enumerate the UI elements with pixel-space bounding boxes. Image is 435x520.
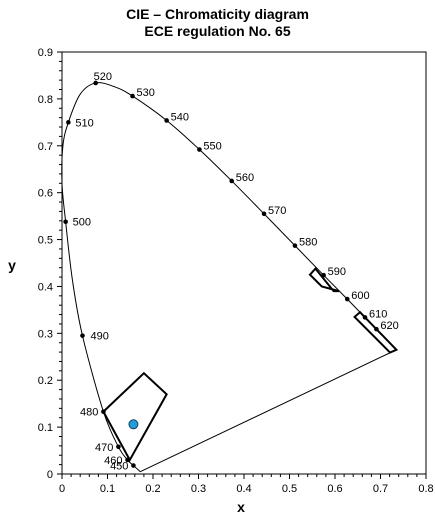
wavelength-point — [101, 409, 106, 414]
wavelength-label: 540 — [171, 111, 189, 123]
y-tick-label: 0.2 — [38, 375, 53, 387]
wavelength-point — [374, 326, 379, 332]
wavelength-label: 550 — [203, 141, 221, 153]
wavelength-label: 600 — [351, 290, 369, 302]
x-tick-label: 0.3 — [191, 483, 206, 495]
wavelength-label: 610 — [369, 308, 387, 320]
wavelength-label: 510 — [75, 117, 93, 129]
y-tick-label: 0.9 — [38, 47, 53, 59]
x-tick-label: 0.1 — [100, 483, 115, 495]
wavelength-point — [362, 315, 368, 320]
wavelength-label: 530 — [137, 87, 155, 99]
wavelength-label: 570 — [268, 205, 286, 217]
wavelength-point — [261, 211, 267, 217]
wavelength-label: 500 — [73, 217, 91, 229]
wavelength-point — [292, 243, 298, 248]
y-tick-label: 0.1 — [38, 422, 53, 434]
x-tick-label: 0.8 — [418, 483, 433, 495]
wavelength-point — [131, 463, 136, 468]
sample-point — [128, 419, 139, 430]
x-axis-label: x — [237, 499, 245, 515]
wavelength-point — [164, 118, 169, 123]
wavelength-label: 460 — [104, 455, 122, 467]
y-tick-label: 0 — [47, 469, 53, 481]
wavelength-label: 490 — [90, 331, 108, 343]
y-tick-label: 0.3 — [38, 328, 53, 340]
x-tick-label: 0.4 — [236, 483, 251, 495]
wavelength-point — [197, 147, 202, 152]
wavelength-label: 580 — [299, 237, 317, 249]
chart-title: CIE – Chromaticity diagram — [126, 6, 309, 22]
wavelength-point — [93, 80, 98, 86]
wavelength-label: 590 — [328, 266, 346, 278]
wavelength-label: 620 — [380, 320, 398, 332]
amber-region-outline — [308, 267, 340, 293]
x-tick-label: 0 — [59, 483, 65, 495]
x-tick-label: 0.7 — [373, 483, 388, 495]
wavelength-point — [130, 93, 135, 99]
y-tick-label: 0.7 — [38, 141, 53, 153]
wavelength-label: 450 — [110, 461, 128, 473]
wavelength-point — [321, 272, 326, 278]
wavelength-point — [344, 296, 350, 302]
wavelength-point — [116, 444, 121, 450]
x-tick-label: 0.6 — [327, 483, 342, 495]
wavelength-label: 480 — [80, 407, 98, 419]
blue-region-outline — [102, 371, 168, 462]
wavelength-point — [80, 333, 85, 338]
wavelength-label: 560 — [236, 172, 254, 184]
wavelength-point — [63, 219, 68, 225]
wavelength-point — [229, 178, 235, 184]
y-tick-label: 0.4 — [38, 281, 53, 293]
wavelength-point — [66, 120, 71, 125]
y-tick-label: 0.6 — [38, 188, 53, 200]
wavelength-label: 470 — [95, 442, 113, 454]
wavelength-label: 520 — [94, 71, 112, 83]
x-tick-label: 0.5 — [282, 483, 297, 495]
x-tick-label: 0.2 — [145, 483, 160, 495]
spectral-locus-curve — [61, 82, 397, 473]
y-tick-label: 0.8 — [38, 94, 53, 106]
plot-area-frame — [61, 51, 427, 475]
wavelength-point — [125, 457, 130, 463]
y-axis-label: y — [8, 257, 16, 273]
y-tick-label: 0.5 — [38, 235, 53, 247]
purple-line — [140, 349, 397, 473]
chart-subtitle: ECE regulation No. 65 — [144, 23, 291, 39]
